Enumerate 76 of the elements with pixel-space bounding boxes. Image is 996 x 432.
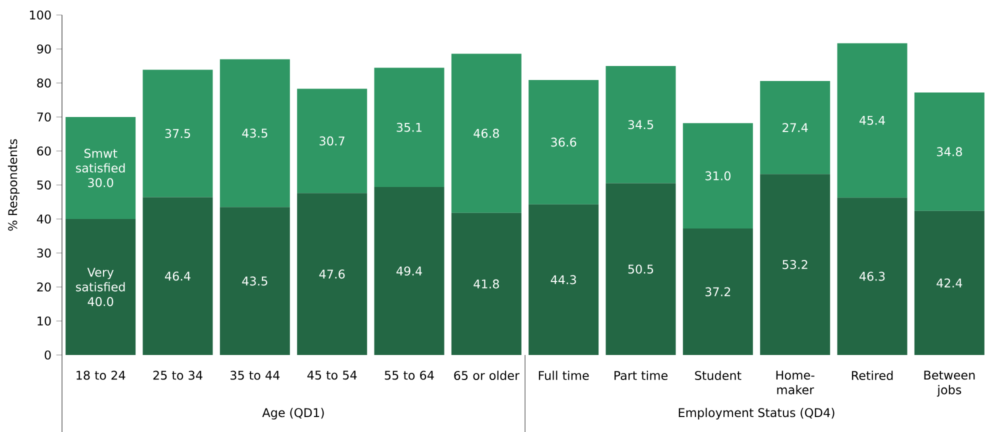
data-label: 35.1 bbox=[396, 122, 422, 132]
bar bbox=[682, 228, 753, 355]
text: Employment Status (QD4) bbox=[678, 408, 834, 420]
bar bbox=[837, 198, 908, 355]
x-tick-label: Part time bbox=[614, 370, 668, 380]
x-tick-label: 55 to 64 bbox=[384, 370, 434, 380]
bar bbox=[682, 123, 753, 229]
x-tick-label: 35 to 44 bbox=[230, 370, 280, 380]
data-label: 27.4 bbox=[782, 123, 808, 132]
bar bbox=[220, 207, 290, 355]
bar bbox=[528, 80, 599, 204]
data-label: 34.8 bbox=[936, 147, 962, 156]
bar bbox=[760, 174, 830, 355]
data-label: 30.0 bbox=[88, 178, 114, 188]
bar bbox=[297, 88, 368, 194]
bar bbox=[606, 66, 676, 184]
data-label: 47.6 bbox=[319, 270, 345, 279]
y-tick-label: 50 bbox=[37, 180, 51, 190]
y-tick-label: 30 bbox=[37, 248, 51, 258]
data-label: 36.6 bbox=[551, 138, 576, 147]
bar bbox=[451, 54, 522, 213]
data-label: 45.4 bbox=[859, 116, 885, 125]
data-label: 34.5 bbox=[628, 120, 654, 130]
y-axis-title: % Respondents bbox=[8, 139, 20, 231]
x-tick-label: Student bbox=[695, 370, 742, 380]
bar bbox=[66, 219, 136, 355]
bar bbox=[374, 187, 444, 355]
x-tick-label: Home-maker bbox=[776, 370, 814, 394]
y-tick-label: 70 bbox=[37, 112, 51, 122]
x-tick-label: 25 to 34 bbox=[153, 370, 202, 380]
data-label: 42.4 bbox=[936, 278, 962, 288]
bar bbox=[297, 193, 368, 355]
data-label: 43.5 bbox=[242, 128, 268, 138]
data-label: 46.4 bbox=[164, 272, 190, 281]
series-label: Very satisfied bbox=[76, 268, 125, 292]
data-label: 50.5 bbox=[628, 264, 654, 274]
data-label: 37.5 bbox=[165, 128, 190, 138]
y-tick-label: 100 bbox=[30, 10, 51, 20]
y-tick-label: 90 bbox=[37, 44, 51, 54]
bar bbox=[914, 92, 984, 211]
y-tick-label: 40 bbox=[36, 214, 51, 224]
bar bbox=[606, 183, 676, 355]
x-tick-label: 65 or older bbox=[454, 370, 520, 380]
x-tick-label: 45 to 54 bbox=[307, 370, 357, 380]
data-label: 49.4 bbox=[396, 266, 422, 276]
y-tick-label: 60 bbox=[37, 146, 51, 156]
data-label: 30.7 bbox=[320, 136, 344, 146]
data-label: 43.5 bbox=[242, 276, 268, 286]
series-label: Smwt satisfied bbox=[76, 148, 125, 173]
bar bbox=[914, 210, 984, 355]
data-label: 53.2 bbox=[782, 260, 808, 270]
data-label: 41.8 bbox=[474, 279, 499, 288]
data-label: 46.3 bbox=[859, 272, 885, 281]
y-tick-label: 20 bbox=[37, 282, 51, 292]
data-label: 31.0 bbox=[705, 171, 730, 180]
text: Age (QD1) bbox=[262, 408, 324, 420]
y-tick-label: 10 bbox=[38, 316, 51, 326]
data-label: 44.3 bbox=[550, 275, 576, 284]
x-tick-label: 18 to 24 bbox=[76, 370, 126, 380]
bar bbox=[528, 204, 599, 355]
x-tick-label: Retired bbox=[852, 370, 893, 380]
bar bbox=[451, 212, 522, 355]
data-label: 37.2 bbox=[705, 287, 730, 296]
y-tick-label: 0 bbox=[44, 350, 51, 360]
data-label: 46.8 bbox=[474, 128, 499, 138]
bar bbox=[220, 59, 290, 208]
data-label: 40.0 bbox=[88, 297, 114, 306]
y-tick-label: 80 bbox=[37, 78, 51, 88]
bar bbox=[66, 117, 136, 219]
bar bbox=[837, 43, 908, 198]
x-tick-label: Full time bbox=[538, 370, 589, 380]
bar bbox=[142, 70, 213, 198]
bar bbox=[142, 197, 213, 355]
x-tick-label: Between jobs bbox=[924, 370, 975, 397]
bar bbox=[374, 68, 444, 188]
bar bbox=[760, 80, 830, 174]
